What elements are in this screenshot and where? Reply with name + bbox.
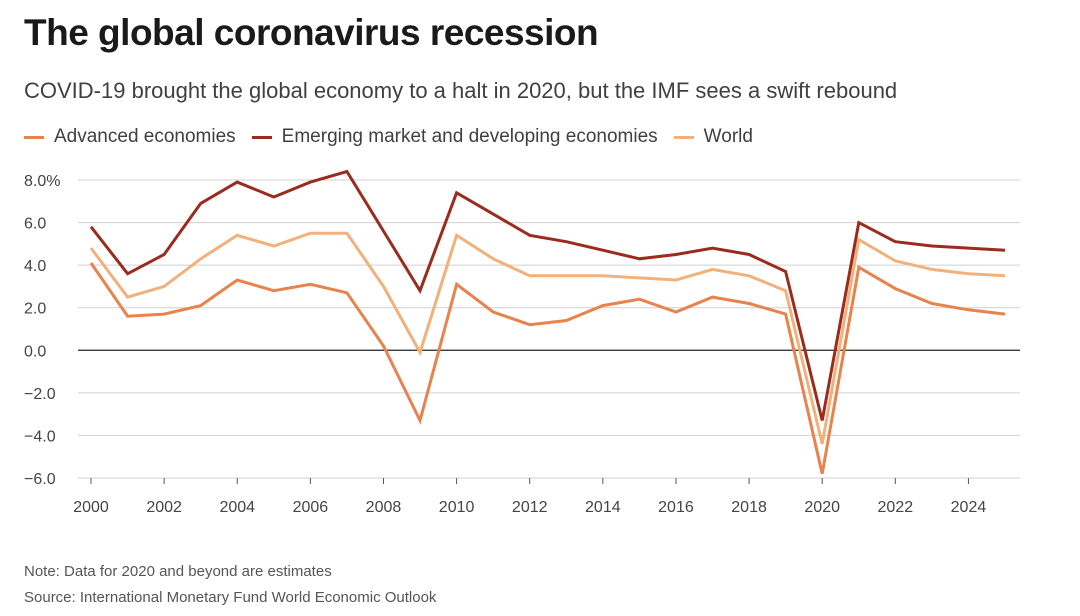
chart-title: The global coronavirus recession [24,12,599,53]
x-tick-label: 2022 [878,499,914,516]
y-tick-label: −4.0 [24,428,56,445]
legend-item-world: World [673,126,753,148]
chart-subtitle: COVID-19 brought the global economy to a… [24,78,898,103]
line-world [89,231,1006,445]
x-tick-label: 2010 [439,499,475,516]
y-tick-label: 8.0% [24,173,60,190]
legend-label-world: World [703,126,753,147]
x-tick-label: 2012 [512,499,548,516]
legend-swatch-advanced [24,135,44,139]
legend-swatch-emerging [251,135,272,139]
y-tick-label: 6.0 [24,216,46,233]
x-tick-label: 2024 [951,499,987,516]
legend-swatch-world [673,135,694,139]
x-tick-label: 2000 [73,499,109,516]
legend: Advanced economies Emerging market and d… [24,126,769,148]
legend-item-emerging: Emerging market and developing economies [251,126,658,148]
chart-note: Note: Data for 2020 and beyond are estim… [24,563,332,580]
x-tick-label: 2002 [146,499,182,516]
x-tick-label: 2016 [658,499,694,516]
y-tick-label: −6.0 [24,471,56,488]
chart-source: Source: International Monetary Fund Worl… [24,589,437,606]
line-emerging-economies [89,169,1006,421]
x-tick-label: 2006 [293,499,329,516]
x-tick-label: 2020 [804,499,840,516]
legend-label-emerging: Emerging market and developing economies [281,126,658,147]
y-tick-label: 4.0 [24,258,46,275]
legend-item-advanced: Advanced economies [24,126,236,148]
legend-label-advanced: Advanced economies [54,126,236,147]
x-tick-label: 2008 [366,499,402,516]
y-tick-label: −2.0 [24,386,56,403]
x-tick-label: 2018 [731,499,767,516]
x-tick-label: 2004 [219,499,255,516]
y-tick-label: 0.0 [24,343,46,360]
y-tick-label: 2.0 [24,301,46,318]
x-tick-label: 2014 [585,499,621,516]
line-advanced-economies [89,262,1006,475]
